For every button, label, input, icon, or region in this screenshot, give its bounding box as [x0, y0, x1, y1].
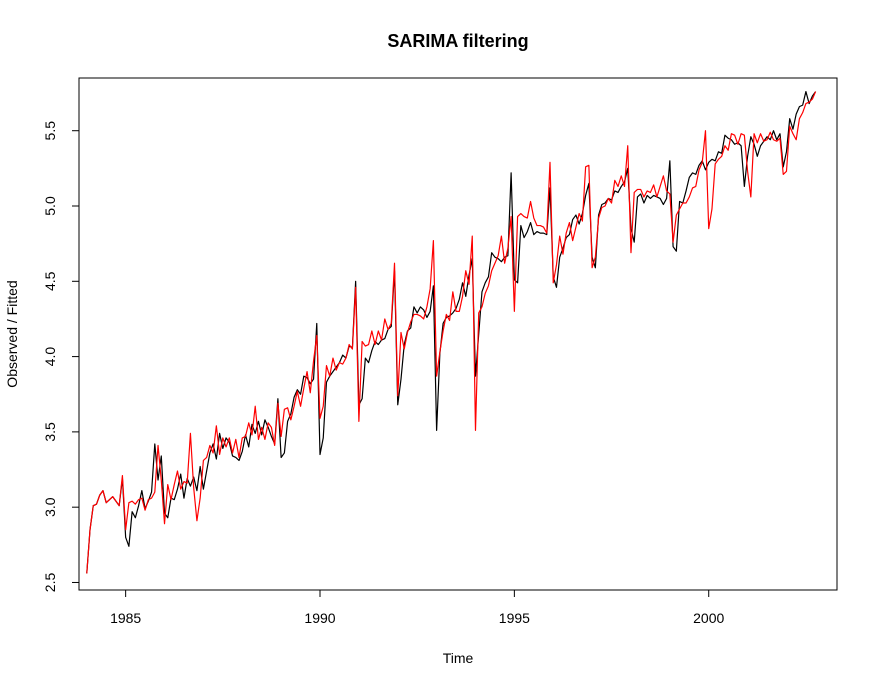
series-line-2 [86, 91, 817, 574]
y-axis: 2.5 3.0 3.5 4.0 4.5 5.0 5.5 [42, 121, 80, 593]
x-tick-label: 1990 [304, 610, 335, 626]
y-tick-label: 5.0 [42, 196, 58, 216]
y-tick-label: 3.0 [42, 497, 58, 517]
plot-frame [78, 77, 838, 591]
y-tick-label: 3.5 [42, 422, 58, 442]
x-tick-label: 1985 [110, 610, 141, 626]
y-tick-label: 2.5 [42, 573, 58, 593]
x-tick-label: 2000 [693, 610, 724, 626]
x-axis: 1985 1990 1995 2000 [110, 589, 725, 626]
y-tick-label: 4.5 [42, 271, 58, 291]
chart-title: SARIMA filtering [387, 31, 528, 51]
y-tick-label: 4.0 [42, 347, 58, 367]
y-tick-label: 5.5 [42, 121, 58, 141]
x-tick-label: 1995 [499, 610, 530, 626]
series-layer [86, 90, 817, 574]
series-line-1 [86, 90, 817, 574]
y-axis-label: Observed / Fitted [4, 280, 20, 387]
x-axis-label: Time [443, 650, 474, 666]
